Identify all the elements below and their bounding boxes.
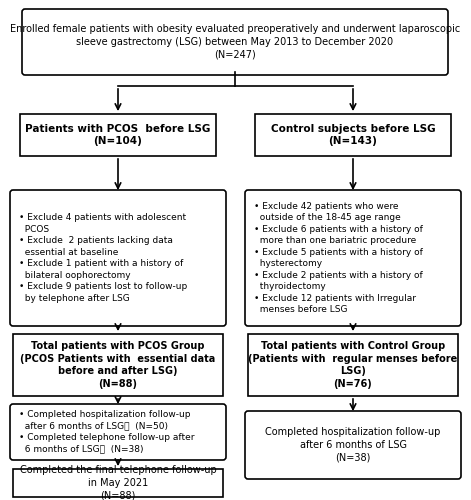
Text: Total patients with PCOS Group
(PCOS Patients with  essential data
before and af: Total patients with PCOS Group (PCOS Pat… [20, 341, 216, 389]
Text: • Exclude 4 patients with adolescent
  PCOS
• Exclude  2 patients lacking data
 : • Exclude 4 patients with adolescent PCO… [19, 214, 187, 302]
Text: Enrolled female patients with obesity evaluated preoperatively and underwent lap: Enrolled female patients with obesity ev… [10, 24, 460, 60]
FancyBboxPatch shape [248, 334, 458, 396]
Text: • Exclude 42 patients who were
  outside of the 18-45 age range
• Exclude 6 pati: • Exclude 42 patients who were outside o… [254, 202, 423, 314]
FancyBboxPatch shape [255, 114, 451, 156]
Text: Completed the final telephone follow-up
in May 2021
(N=88): Completed the final telephone follow-up … [20, 465, 216, 500]
Text: Control subjects before LSG
(N=143): Control subjects before LSG (N=143) [271, 124, 435, 146]
FancyBboxPatch shape [13, 469, 223, 497]
FancyBboxPatch shape [10, 404, 226, 460]
FancyBboxPatch shape [20, 114, 216, 156]
Text: Completed hospitalization follow-up
after 6 months of LSG
(N=38): Completed hospitalization follow-up afte… [265, 427, 441, 463]
FancyBboxPatch shape [245, 411, 461, 479]
FancyBboxPatch shape [13, 334, 223, 396]
Text: Patients with PCOS  before LSG
(N=104): Patients with PCOS before LSG (N=104) [25, 124, 211, 146]
FancyBboxPatch shape [10, 190, 226, 326]
Text: • Completed hospitalization follow-up
  after 6 months of LSG；  (N=50)
• Complet: • Completed hospitalization follow-up af… [19, 410, 195, 454]
FancyBboxPatch shape [22, 9, 448, 75]
Text: Total patients with Control Group
(Patients with  regular menses before
LSG)
(N=: Total patients with Control Group (Patie… [248, 341, 458, 389]
FancyBboxPatch shape [245, 190, 461, 326]
